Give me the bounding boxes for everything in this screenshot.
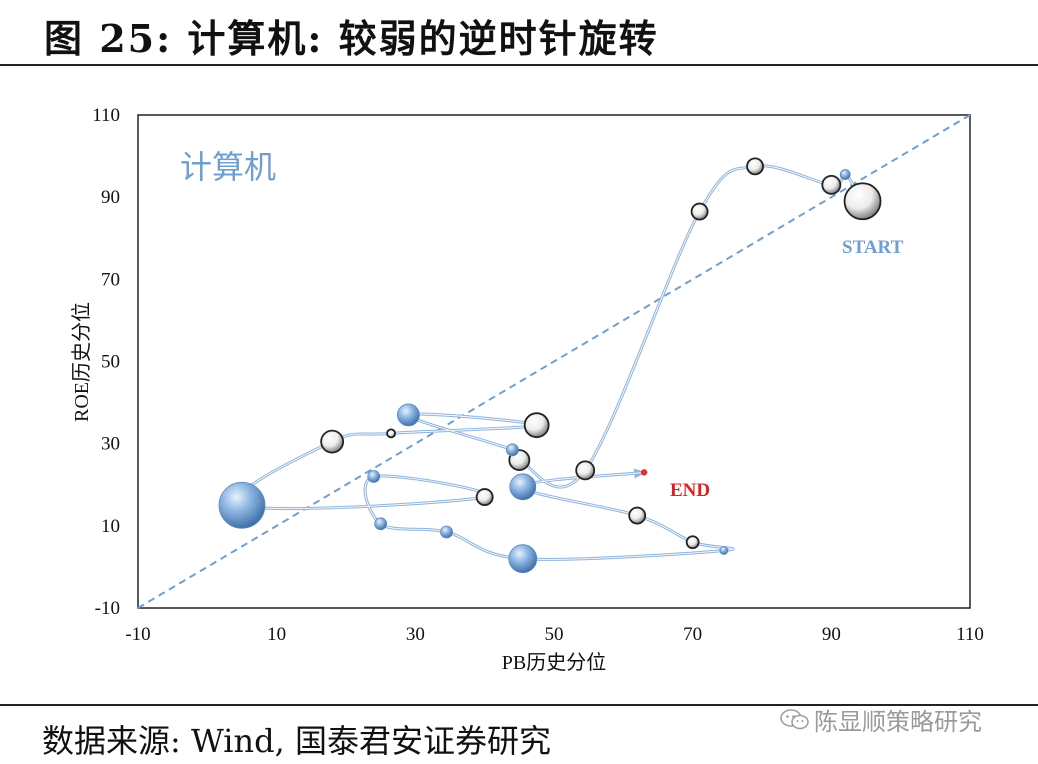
y-tick-label: 110 <box>92 105 120 126</box>
data-point <box>218 481 266 529</box>
x-tick-label: 50 <box>545 624 564 645</box>
data-point <box>821 174 842 195</box>
end-point <box>640 469 648 476</box>
x-tick-label: 70 <box>683 624 702 645</box>
plot-frame <box>137 114 971 609</box>
data-point <box>386 428 396 439</box>
x-tick-label: 30 <box>406 624 425 645</box>
y-tick-label: 50 <box>101 352 120 373</box>
data-point <box>509 473 537 501</box>
y-tick-label: 90 <box>101 187 120 208</box>
data-point <box>690 202 709 221</box>
x-tick-label: -10 <box>125 624 150 645</box>
end-label: END <box>670 480 710 501</box>
figure-title: 图 25: 计算机: 较弱的逆时针旋转 <box>44 16 659 61</box>
y-tick-label: 10 <box>101 516 120 537</box>
y-tick-label: 70 <box>101 269 120 290</box>
diagonal-reference-line <box>137 114 971 609</box>
data-point <box>839 169 851 180</box>
top-rule <box>0 64 1038 66</box>
data-point <box>440 525 453 539</box>
data-point <box>843 182 882 221</box>
start-label: START <box>842 237 904 258</box>
watermark: 陈显顺策略研究 <box>780 702 982 738</box>
data-point <box>367 470 381 483</box>
rotation-chart: -10 10 30 50 70 90 110 -10 10 30 50 70 90 110 计算机 ST… <box>70 105 984 674</box>
wechat-icon <box>780 708 810 738</box>
rotation-path <box>236 164 865 561</box>
data-point <box>575 460 596 481</box>
y-axis-label: ROE历史分位 <box>70 302 93 422</box>
data-point <box>508 544 538 574</box>
data-point <box>719 546 729 555</box>
data-point <box>506 443 519 457</box>
x-axis-label: PB历史分位 <box>502 651 606 674</box>
watermark-text: 陈显顺策略研究 <box>814 708 982 736</box>
y-tick-label: 30 <box>101 434 120 455</box>
data-point <box>475 488 494 506</box>
panel-label: 计算机 <box>180 148 276 186</box>
data-point <box>523 412 550 439</box>
data-point <box>685 535 700 550</box>
data-point <box>320 429 345 454</box>
data-point <box>374 517 388 531</box>
data-point <box>746 157 764 176</box>
data-point <box>396 403 420 427</box>
bottom-rule <box>0 704 1038 706</box>
data-point <box>628 506 647 525</box>
x-tick-label: 90 <box>822 624 841 645</box>
x-tick-label: 110 <box>956 624 984 645</box>
y-tick-label: -10 <box>95 598 120 619</box>
x-tick-label: 10 <box>267 624 286 645</box>
source-note: 数据来源: Wind, 国泰君安证券研究 <box>42 722 551 760</box>
rotation-path-highlight <box>237 165 864 560</box>
